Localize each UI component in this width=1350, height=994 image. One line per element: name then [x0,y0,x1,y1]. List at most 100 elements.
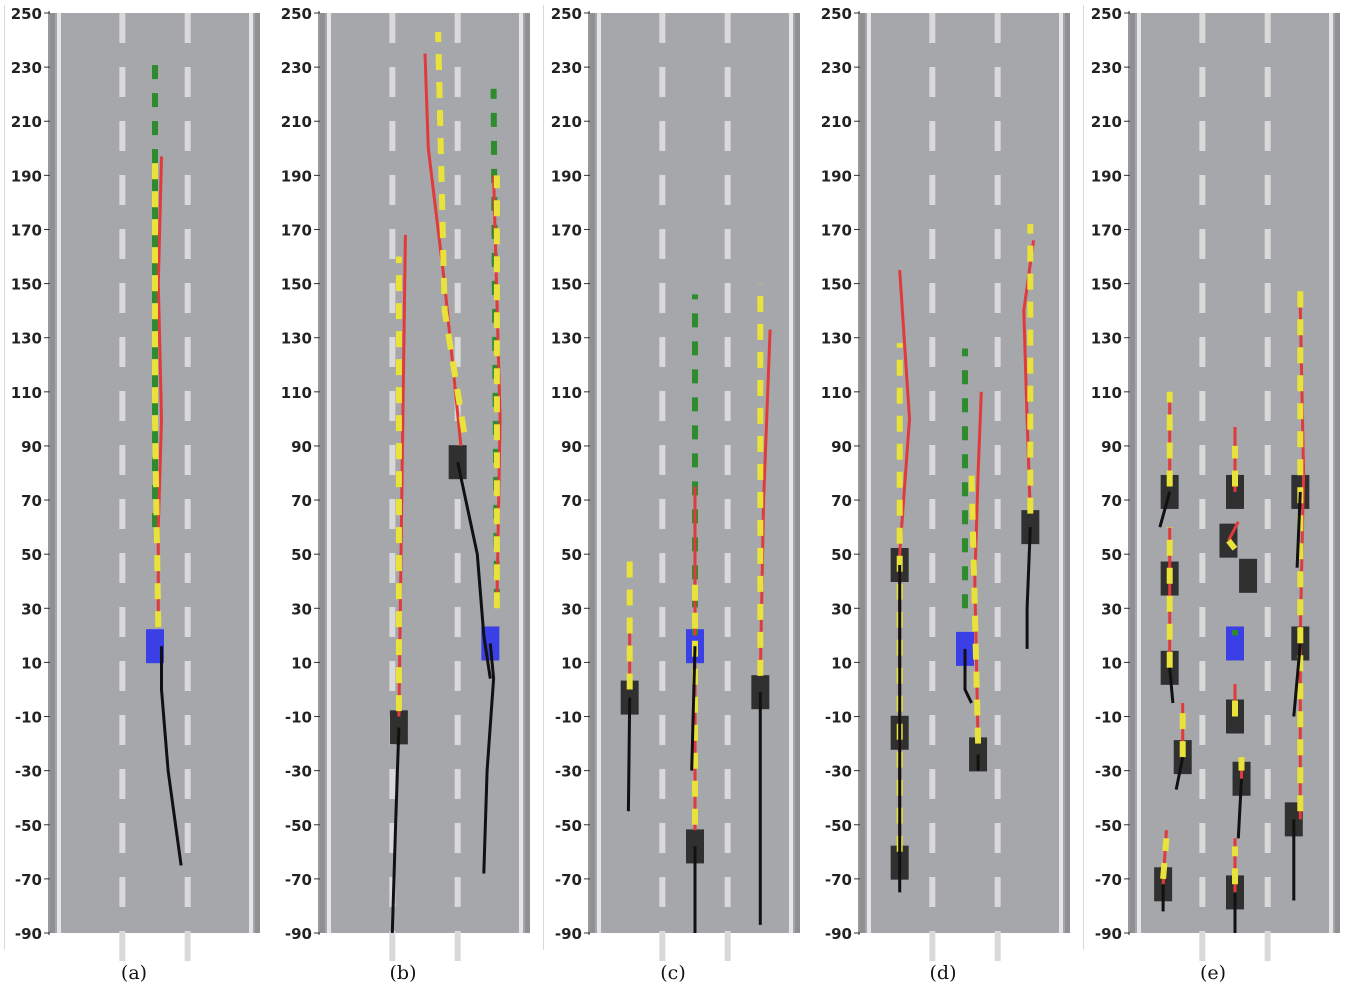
lane-dash [929,769,936,799]
y-tick-label: 190 [281,167,312,185]
road-shoulder [1065,13,1070,933]
y-tick-label: 10 [1101,654,1122,672]
y-tick-label: 130 [281,330,312,348]
lane-dash [1264,499,1271,529]
lane-dash [659,175,666,205]
vehicle-box [1239,558,1258,593]
ground-truth-trajectory [1160,838,1170,880]
road-edge-line [57,13,61,933]
lane-dash [1264,715,1271,745]
caption-a: (a) [120,962,148,984]
lane-dash [119,391,126,421]
lane-dash [929,931,936,961]
y-tick-label: -10 [15,709,42,727]
lane-dash [1199,823,1206,853]
y-tick-label: -70 [555,871,582,889]
lane-dash [1199,877,1206,907]
y-tick-label: 150 [281,276,312,294]
road-shoulder [795,13,800,933]
lane-dash [1264,553,1271,583]
y-tick-label: 210 [11,113,42,131]
y-tick-label: 50 [561,546,582,564]
predicted-trajectory [1227,521,1240,542]
lane-dash [1264,607,1271,637]
lane-dash [929,283,936,313]
y-tick-label: -90 [15,925,42,943]
history-trajectory [1174,756,1185,790]
y-tick-label: 70 [561,492,582,510]
y-tick-label: -50 [1095,817,1122,835]
lane-dash [184,769,191,799]
y-tick-label: -90 [1095,925,1122,943]
ego-vehicle-box [1226,626,1244,661]
history-trajectory [1236,778,1243,839]
ego-vehicle-box [956,631,974,666]
lane-dash [659,13,666,43]
lane-dash [454,931,461,961]
lane-dash [184,445,191,475]
y-tick-label: -70 [1095,871,1122,889]
history-trajectory [160,646,183,866]
lane-dash [659,337,666,367]
y-tick-label: 70 [291,492,312,510]
y-tick-label: -50 [825,817,852,835]
lane-dash [1264,823,1271,853]
vehicle-box [448,445,467,480]
road-surface [860,13,1070,933]
y-tick-label: 150 [551,276,582,294]
y-tick-label: 250 [551,5,582,23]
lane-dash [1264,175,1271,205]
road-shoulder [255,13,260,933]
lane-dash [119,823,126,853]
lane-dash [1264,337,1271,367]
y-tick-label: 170 [281,221,312,239]
y-tick-label: -90 [555,925,582,943]
lane-dash [184,553,191,583]
lane-dash [1199,283,1206,313]
lane-dash [454,877,461,907]
road-shoulder [320,13,325,933]
lane-dash [184,931,191,961]
lane-dash [724,931,731,961]
lane-dash [994,175,1001,205]
y-tick-label: 190 [551,167,582,185]
lane-dash [659,715,666,745]
lane-dash [1264,445,1271,475]
y-tick-label: 90 [561,438,582,456]
ground-truth-trajectory [152,161,162,628]
road-shoulder [1130,13,1135,933]
y-tick-label: 130 [11,330,42,348]
lane-dash [1264,67,1271,97]
road-edge-line [789,13,793,933]
lane-dash [184,337,191,367]
lane-dash [184,229,191,259]
y-tick-label: 110 [281,384,312,402]
y-tick-label: 30 [561,600,582,618]
lane-dash [454,121,461,151]
lane-dash [389,931,396,961]
road-edge-line [519,13,523,933]
lane-dash [659,391,666,421]
lane-dash [1199,337,1206,367]
lane-dash [929,553,936,583]
y-tick-label: 210 [281,113,312,131]
lane-dash [724,391,731,421]
lane-dash [1199,13,1206,43]
lane-dash [659,769,666,799]
lane-dash [454,823,461,853]
lane-dash [1199,607,1206,637]
lane-dash [389,391,396,421]
lane-dash [1264,931,1271,961]
vehicle-box [620,680,639,715]
history-trajectory [690,646,697,771]
y-tick-label: 150 [1091,276,1122,294]
y-tick-label: -90 [285,925,312,943]
lane-dash [724,67,731,97]
lane-dash [929,337,936,367]
y-tick-label: 10 [561,654,582,672]
lane-dash [994,499,1001,529]
y-tick-label: 250 [821,5,852,23]
lane-dash [389,229,396,259]
y-tick-label: -50 [15,817,42,835]
lane-dash [1264,661,1271,691]
